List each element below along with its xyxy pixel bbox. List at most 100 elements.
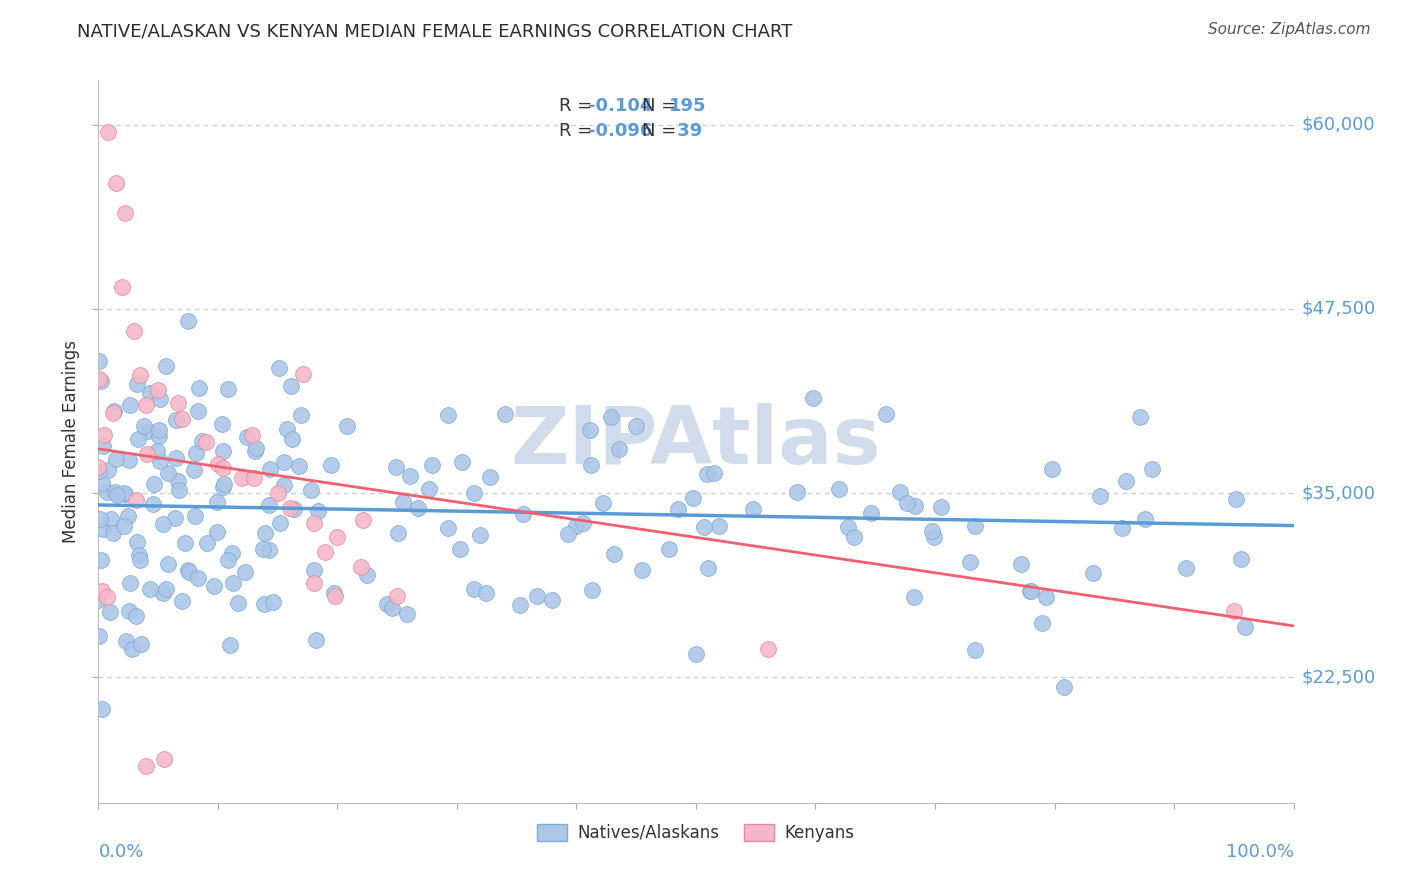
Point — [90, 553, 112, 567]
Point — [157, 467, 180, 481]
Point — [299, 483, 322, 497]
Point — [111, 279, 134, 293]
Point — [449, 541, 471, 556]
Point — [398, 469, 420, 483]
Point — [600, 409, 623, 424]
Text: R =: R = — [558, 122, 598, 140]
Point — [756, 641, 779, 656]
Point — [179, 566, 201, 580]
Point — [269, 516, 291, 531]
Point — [87, 353, 110, 368]
Point — [541, 592, 564, 607]
Point — [87, 629, 110, 643]
Point — [127, 534, 149, 549]
Point — [156, 557, 179, 571]
Text: R =: R = — [558, 97, 598, 115]
Point — [965, 643, 987, 657]
Point — [377, 598, 399, 612]
Point — [420, 458, 443, 472]
Point — [707, 519, 730, 533]
Point — [1035, 590, 1057, 604]
Point — [307, 503, 329, 517]
Point — [125, 376, 148, 391]
Point — [512, 507, 534, 521]
Text: NATIVE/ALASKAN VS KENYAN MEDIAN FEMALE EARNINGS CORRELATION CHART: NATIVE/ALASKAN VS KENYAN MEDIAN FEMALE E… — [77, 22, 793, 40]
Point — [172, 412, 194, 426]
Point — [436, 520, 458, 534]
Point — [1174, 561, 1197, 575]
Point — [786, 485, 808, 500]
Point — [221, 545, 243, 559]
Point — [93, 427, 115, 442]
Point — [104, 485, 127, 500]
Point — [89, 511, 111, 525]
Point — [630, 563, 652, 577]
Point — [682, 491, 704, 506]
Point — [603, 547, 626, 561]
Point — [267, 486, 290, 500]
Point — [149, 454, 172, 468]
Point — [1225, 491, 1247, 506]
Text: $60,000: $60,000 — [1302, 116, 1375, 134]
Point — [418, 482, 440, 496]
Point — [148, 392, 170, 406]
Point — [135, 398, 157, 412]
Point — [240, 427, 263, 442]
Point — [1223, 604, 1246, 618]
Point — [101, 525, 124, 540]
Point — [280, 379, 302, 393]
Point — [696, 467, 718, 481]
Text: N =: N = — [643, 122, 682, 140]
Point — [100, 511, 122, 525]
Point — [191, 434, 214, 448]
Point — [103, 406, 125, 420]
Point — [889, 485, 911, 500]
Point — [387, 526, 409, 541]
Point — [262, 595, 284, 609]
Point — [105, 452, 128, 467]
Point — [155, 582, 177, 596]
Point — [253, 597, 276, 611]
Point — [288, 459, 311, 474]
Point — [105, 177, 128, 191]
Point — [581, 582, 603, 597]
Point — [127, 433, 149, 447]
Point — [217, 552, 239, 566]
Point — [142, 476, 165, 491]
Point — [93, 522, 115, 536]
Point — [148, 383, 170, 397]
Point — [205, 495, 228, 509]
Point — [211, 480, 233, 494]
Point — [304, 563, 326, 577]
Point — [666, 502, 689, 516]
Point — [1031, 616, 1053, 631]
Point — [801, 391, 824, 405]
Point — [167, 483, 190, 497]
Point — [959, 555, 981, 569]
Point — [118, 453, 141, 467]
Point — [392, 495, 415, 509]
Point — [965, 518, 987, 533]
Point — [131, 636, 153, 650]
Text: $35,000: $35,000 — [1302, 484, 1376, 502]
Point — [152, 586, 174, 600]
Point — [526, 589, 548, 603]
Point — [187, 571, 209, 585]
Point — [572, 516, 595, 530]
Point — [98, 605, 121, 619]
Point — [509, 598, 531, 612]
Point — [166, 475, 188, 489]
Point — [302, 516, 325, 530]
Point — [120, 575, 142, 590]
Point — [152, 517, 174, 532]
Point — [859, 506, 882, 520]
Point — [904, 499, 927, 513]
Point — [128, 553, 150, 567]
Point — [273, 478, 295, 492]
Point — [243, 471, 266, 485]
Point — [319, 458, 342, 472]
Point — [212, 477, 235, 491]
Point — [1081, 566, 1104, 581]
Point — [494, 408, 516, 422]
Point — [236, 430, 259, 444]
